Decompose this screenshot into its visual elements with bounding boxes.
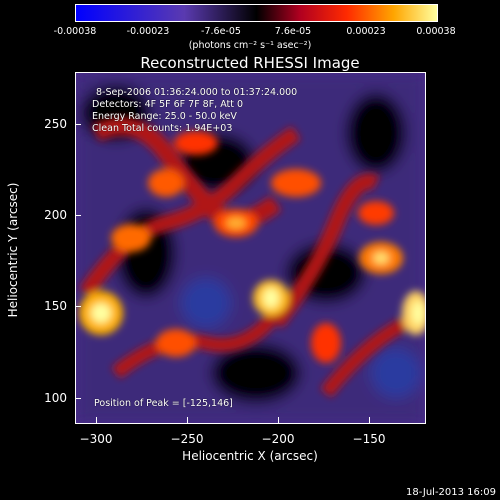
time-range-label: 8-Sep-2006 01:36:24.000 to 01:37:24.000 — [96, 87, 298, 98]
colorbar-tick: -0.00023 — [126, 26, 170, 37]
clean-counts-label: Clean Total counts: 1.94E+03 — [92, 123, 233, 134]
rhessi-image-map — [76, 73, 425, 423]
colorbar-units: (photons cm⁻² s⁻¹ asec⁻²) — [188, 40, 312, 51]
x-tick-label: −250 — [170, 432, 204, 446]
peak-position-label: Position of Peak = [-125,146] — [94, 398, 233, 409]
colorbar-tick: 0.00023 — [346, 26, 386, 37]
y-tick-label: 100 — [44, 391, 67, 405]
y-tick-label: 200 — [44, 208, 67, 222]
y-tick-mark — [75, 215, 81, 216]
rhessi-image: 8-Sep-2006 01:36:24.000 to 01:37:24.000 … — [75, 72, 426, 424]
y-tick-label: 150 — [44, 299, 67, 313]
x-tick-mark — [187, 417, 188, 423]
x-tick-mark — [278, 417, 279, 423]
energy-range-label: Energy Range: 25.0 - 50.0 keV — [92, 111, 237, 122]
x-tick-mark — [369, 417, 370, 423]
footer-timestamp: 18-Jul-2013 16:09 — [405, 487, 496, 498]
x-tick-label: −150 — [352, 432, 386, 446]
y-tick-mark — [75, 306, 81, 307]
colorbar-tick: -7.6e-05 — [201, 26, 241, 37]
x-tick-label: −200 — [261, 432, 295, 446]
colorbar-tick: -0.00038 — [53, 26, 97, 37]
colorbar-tick: 0.00038 — [416, 26, 456, 37]
colorbar — [75, 4, 438, 22]
x-axis-label: Heliocentric X (arcsec) — [182, 449, 318, 463]
x-tick-mark — [96, 417, 97, 423]
image-title: Reconstructed RHESSI Image — [140, 54, 360, 72]
y-tick-mark — [75, 124, 81, 125]
detectors-label: Detectors: 4F 5F 6F 7F 8F, Att 0 — [92, 99, 244, 110]
y-tick-mark — [75, 398, 81, 399]
colorbar-gradient — [76, 5, 437, 21]
colorbar-tick: 7.6e-05 — [274, 26, 312, 37]
y-axis-label: Heliocentric Y (arcsec) — [6, 182, 20, 318]
y-tick-label: 250 — [44, 117, 67, 131]
x-tick-label: −300 — [79, 432, 113, 446]
